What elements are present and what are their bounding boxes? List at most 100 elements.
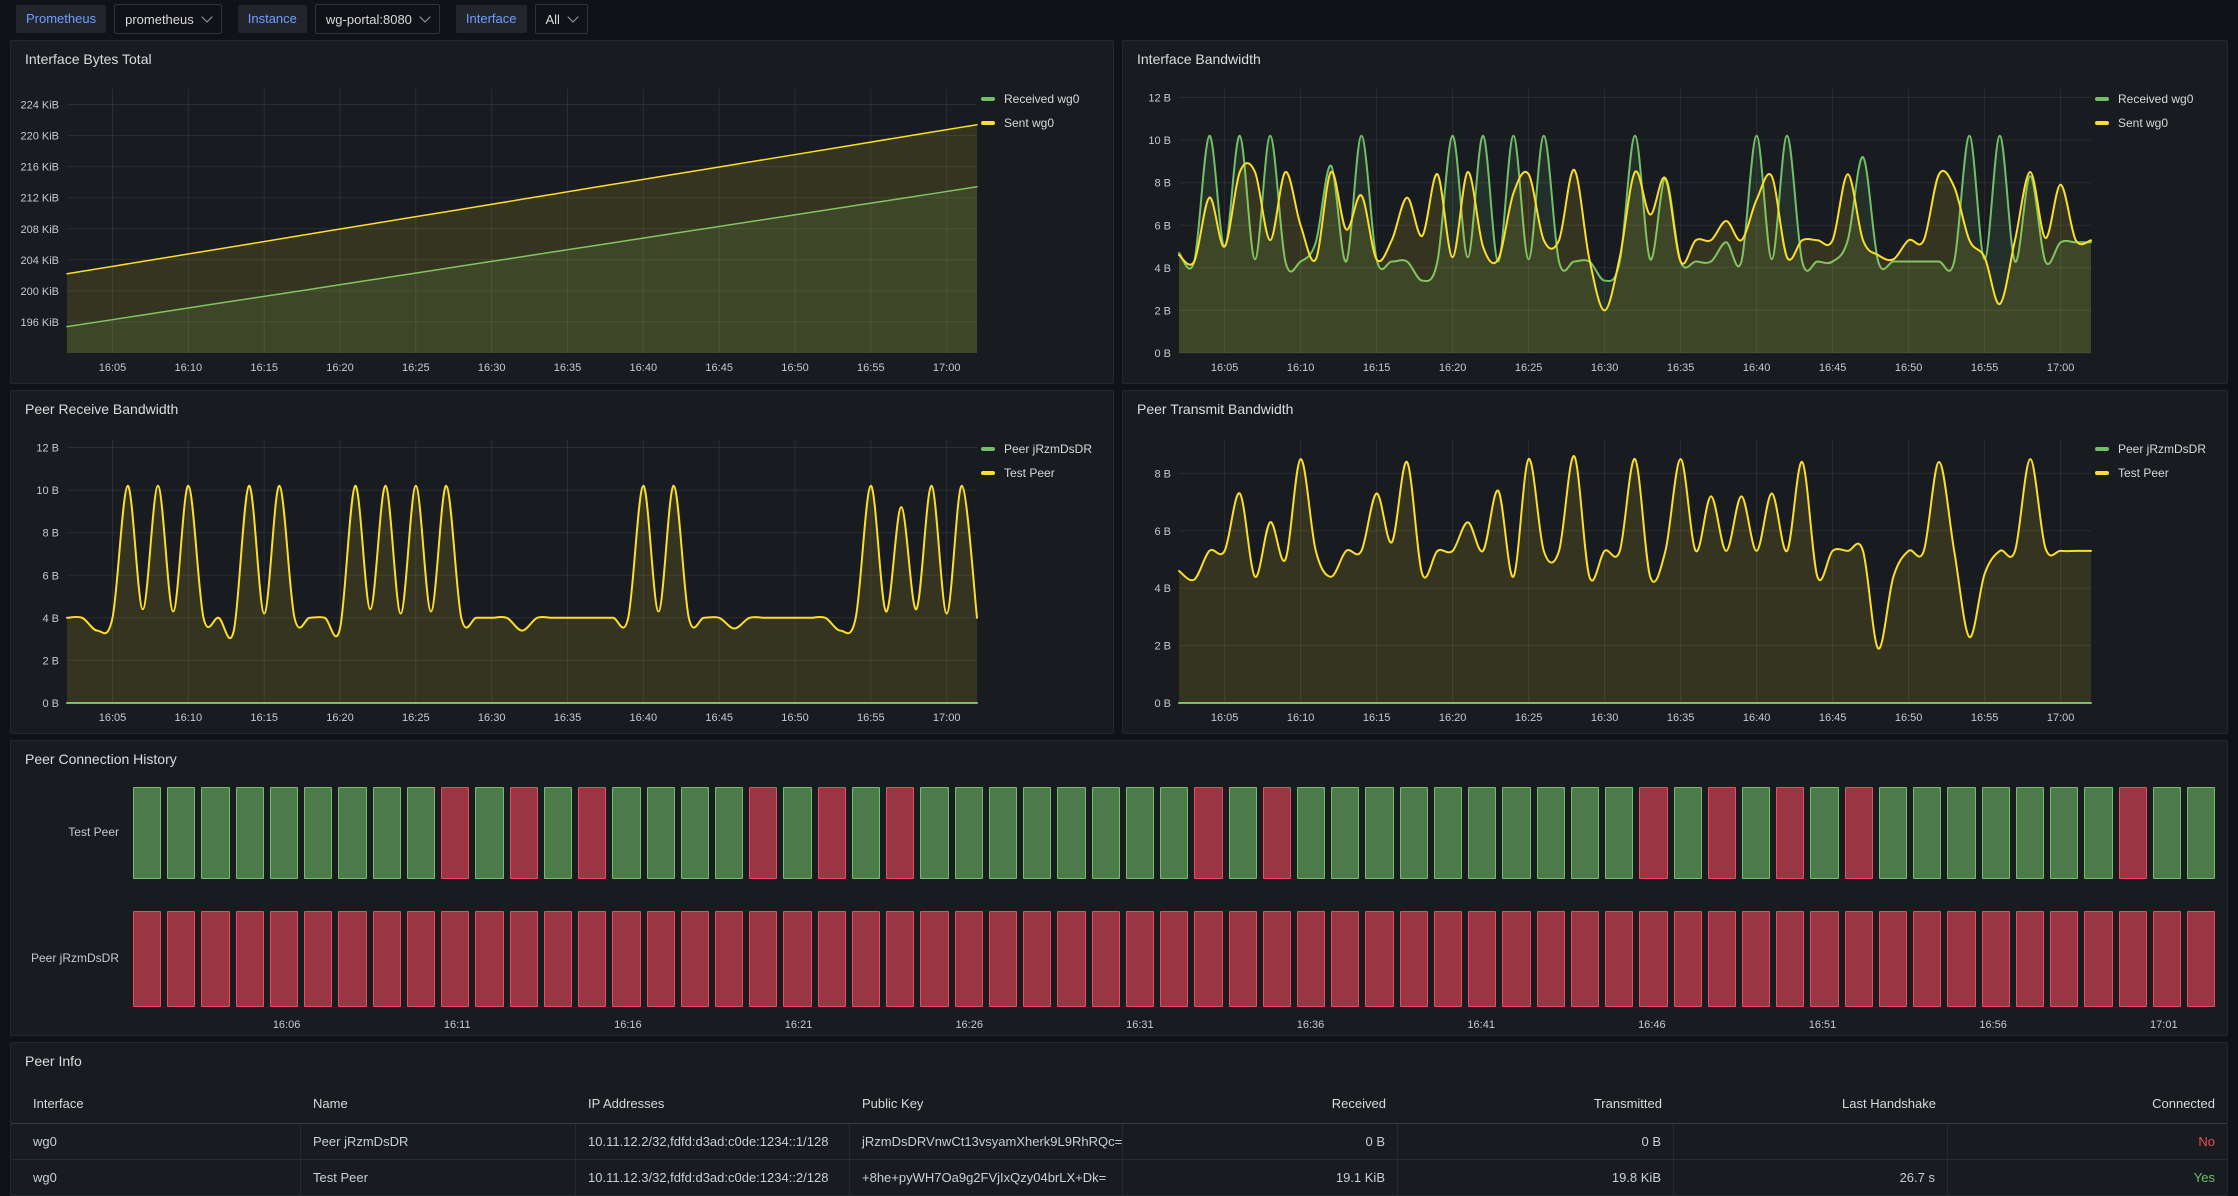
status-bar-connected bbox=[1947, 787, 1976, 879]
status-bar-disconnected bbox=[1365, 911, 1394, 1007]
variable-picker-instance[interactable]: wg-portal:8080 bbox=[314, 4, 440, 34]
status-bar-disconnected bbox=[509, 787, 538, 879]
svg-text:16:40: 16:40 bbox=[630, 712, 658, 724]
svg-text:0 B: 0 B bbox=[1154, 348, 1171, 360]
legend-item[interactable]: Test Peer bbox=[981, 461, 1107, 485]
status-bar-connected bbox=[304, 787, 333, 879]
status-bar-disconnected bbox=[1776, 911, 1805, 1007]
status-bar-disconnected bbox=[1947, 911, 1976, 1007]
status-bar-disconnected bbox=[680, 911, 709, 1007]
status-bar-connected bbox=[1091, 787, 1120, 879]
svg-text:4 B: 4 B bbox=[42, 613, 59, 625]
status-bar-disconnected bbox=[1844, 787, 1873, 879]
svg-text:2 B: 2 B bbox=[1154, 305, 1171, 317]
status-bar-disconnected bbox=[578, 911, 607, 1007]
panel-title[interactable]: Interface Bandwidth bbox=[1137, 51, 1261, 67]
status-bar-disconnected bbox=[406, 911, 436, 1007]
variable-picker-prometheus[interactable]: prometheus bbox=[114, 4, 222, 34]
legend-item[interactable]: Sent wg0 bbox=[2095, 111, 2221, 135]
peer-receive-bandwidth-chart[interactable]: 0 B 2 B 4 B 6 B 8 B 10 B 12 B 16:05 16:10 16:15 16… bbox=[17, 425, 981, 729]
panel-title[interactable]: Peer Connection History bbox=[25, 751, 177, 767]
status-bar-disconnected bbox=[1536, 911, 1565, 1007]
status-bar-disconnected bbox=[1160, 911, 1189, 1007]
chart-legend: Received wg0 Sent wg0 bbox=[981, 75, 1107, 379]
status-bar-connected bbox=[1981, 787, 2010, 879]
legend-item[interactable]: Peer jRzmDsDR bbox=[2095, 437, 2221, 461]
svg-text:17:00: 17:00 bbox=[933, 712, 961, 724]
status-bar-disconnected bbox=[1605, 911, 1634, 1007]
status-bar-connected bbox=[1810, 787, 1839, 879]
svg-text:216 KiB: 216 KiB bbox=[20, 162, 59, 174]
status-bar-disconnected bbox=[1673, 911, 1702, 1007]
table-cell-received: 0 B bbox=[1123, 1124, 1398, 1159]
status-bar-disconnected bbox=[1331, 911, 1360, 1007]
column-header-connected[interactable]: Connected bbox=[2152, 1095, 2215, 1111]
status-bar-disconnected bbox=[1023, 911, 1052, 1007]
status-bar-disconnected bbox=[1057, 911, 1086, 1007]
panel-interface-bandwidth: Interface Bandwidth 0 B 2 B 4 B 6 B 8 B 10 B 1… bbox=[1122, 40, 2228, 384]
history-row-bars bbox=[133, 787, 2216, 879]
panel-peer-info: Peer Info Interface Name IP Addresses Publi… bbox=[10, 1042, 2228, 1196]
interface-bandwidth-chart[interactable]: 0 B 2 B 4 B 6 B 8 B 10 B 12 B 16:05 16:10 16:15 16… bbox=[1129, 75, 2095, 379]
column-header-ip-addresses[interactable]: IP Addresses bbox=[588, 1095, 665, 1111]
legend-label: Sent wg0 bbox=[2118, 116, 2169, 130]
x-tick-label: 16:46 bbox=[1638, 1019, 1666, 1031]
svg-text:16:15: 16:15 bbox=[250, 712, 278, 724]
svg-text:17:00: 17:00 bbox=[2047, 362, 2075, 374]
column-header-received[interactable]: Received bbox=[1331, 1095, 1386, 1111]
status-bar-disconnected bbox=[1810, 911, 1839, 1007]
status-bar-connected bbox=[2015, 787, 2045, 879]
legend-item[interactable]: Test Peer bbox=[2095, 461, 2221, 485]
column-header-name[interactable]: Name bbox=[313, 1095, 348, 1111]
x-tick-label: 16:56 bbox=[1979, 1019, 2007, 1031]
status-bar-disconnected bbox=[509, 911, 538, 1007]
x-tick-label: 16:51 bbox=[1808, 1019, 1837, 1031]
status-bar-disconnected bbox=[1194, 787, 1223, 879]
legend-item[interactable]: Received wg0 bbox=[981, 87, 1107, 111]
column-header-interface[interactable]: Interface bbox=[33, 1095, 84, 1111]
svg-text:16:05: 16:05 bbox=[99, 362, 127, 374]
panel-title[interactable]: Peer Receive Bandwidth bbox=[25, 401, 179, 417]
status-bar-connected bbox=[338, 787, 367, 879]
series-color-dash-icon bbox=[981, 97, 995, 101]
status-bar-disconnected bbox=[1262, 787, 1291, 879]
timeseries-body: 0 B 2 B 4 B 6 B 8 B 10 B 12 B 16:05 16:10 16:15 16… bbox=[1129, 75, 2221, 379]
table-row: wg0 Peer jRzmDsDR 10.11.12.2/32,fdfd:d3ad:… bbox=[11, 1124, 2227, 1160]
svg-text:4 B: 4 B bbox=[1154, 263, 1171, 275]
column-header-transmitted[interactable]: Transmitted bbox=[1593, 1095, 1662, 1111]
variable-label-instance: Instance bbox=[237, 5, 307, 33]
interface-bytes-total-chart[interactable]: 196 KiB 200 KiB 204 KiB 208 KiB 212 KiB 216 K… bbox=[17, 75, 981, 379]
svg-text:16:25: 16:25 bbox=[1515, 362, 1543, 374]
column-header-public-key[interactable]: Public Key bbox=[862, 1095, 924, 1111]
table-cell-last-handshake bbox=[1674, 1124, 1948, 1159]
status-bar-disconnected bbox=[1502, 911, 1531, 1007]
status-bar-disconnected bbox=[372, 911, 401, 1007]
status-bar-disconnected bbox=[886, 787, 915, 879]
legend-item[interactable]: Sent wg0 bbox=[981, 111, 1107, 135]
column-header-last-handshake[interactable]: Last Handshake bbox=[1842, 1095, 1936, 1111]
legend-label: Received wg0 bbox=[2118, 92, 2194, 106]
svg-text:16:10: 16:10 bbox=[175, 712, 203, 724]
legend-item[interactable]: Peer jRzmDsDR bbox=[981, 437, 1107, 461]
panel-title[interactable]: Peer Transmit Bandwidth bbox=[1137, 401, 1294, 417]
status-bar-disconnected bbox=[441, 911, 470, 1007]
variable-picker-interface[interactable]: All bbox=[534, 4, 588, 34]
status-bar-disconnected bbox=[646, 911, 675, 1007]
status-bar-disconnected bbox=[1570, 911, 1600, 1007]
chevron-down-icon bbox=[419, 11, 431, 23]
peer-transmit-bandwidth-chart[interactable]: 0 B 2 B 4 B 6 B 8 B 16:05 16:10 16:15 16:20 16:25… bbox=[1129, 425, 2095, 729]
panel-title[interactable]: Peer Info bbox=[25, 1053, 82, 1069]
svg-text:16:55: 16:55 bbox=[857, 712, 885, 724]
status-bar-connected bbox=[1296, 787, 1326, 879]
svg-text:6 B: 6 B bbox=[42, 570, 59, 582]
status-bar-connected bbox=[1365, 787, 1394, 879]
status-bar-disconnected bbox=[543, 911, 573, 1007]
status-bar-disconnected bbox=[1194, 911, 1223, 1007]
panel-title[interactable]: Interface Bytes Total bbox=[25, 51, 152, 67]
svg-text:2 B: 2 B bbox=[42, 655, 59, 667]
svg-text:16:40: 16:40 bbox=[1743, 362, 1771, 374]
peer-connection-history-chart[interactable]: Test Peer Peer jRzmDsDR 16:06 16:11 16:16 16:… bbox=[19, 773, 2219, 1033]
legend-item[interactable]: Received wg0 bbox=[2095, 87, 2221, 111]
status-bar-disconnected bbox=[2152, 911, 2182, 1007]
series-color-dash-icon bbox=[981, 471, 995, 475]
